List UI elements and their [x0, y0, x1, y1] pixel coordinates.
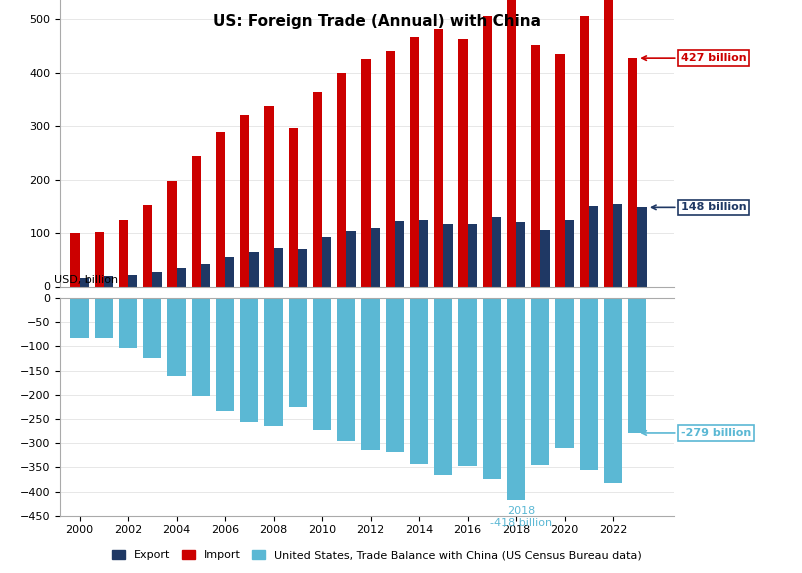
- Bar: [95, 232, 103, 286]
- Bar: [152, 272, 161, 286]
- Bar: [492, 217, 501, 286]
- Bar: [395, 221, 404, 286]
- Bar: [507, 298, 525, 500]
- Text: US: Foreign Trade (Annual) with China: US: Foreign Trade (Annual) with China: [213, 14, 541, 29]
- Text: 2018
-418 billion: 2018 -418 billion: [490, 506, 552, 528]
- Bar: [241, 298, 258, 422]
- Bar: [434, 29, 444, 286]
- Bar: [119, 298, 137, 348]
- Bar: [604, 0, 613, 286]
- Bar: [273, 248, 283, 286]
- Bar: [613, 204, 622, 286]
- Bar: [192, 298, 210, 396]
- Bar: [362, 59, 371, 286]
- Bar: [459, 298, 476, 466]
- Bar: [516, 222, 525, 286]
- Bar: [119, 219, 128, 286]
- Bar: [168, 181, 176, 286]
- Bar: [346, 231, 355, 286]
- Bar: [541, 230, 549, 286]
- Bar: [225, 257, 234, 286]
- Bar: [531, 298, 549, 465]
- Bar: [289, 298, 307, 407]
- Bar: [638, 207, 646, 286]
- Bar: [322, 237, 331, 286]
- Bar: [628, 58, 638, 286]
- Bar: [298, 249, 307, 286]
- Bar: [565, 219, 573, 286]
- Bar: [434, 298, 452, 475]
- Bar: [419, 220, 428, 286]
- Bar: [468, 225, 476, 286]
- Bar: [604, 298, 622, 483]
- Bar: [386, 298, 404, 452]
- Legend: Export, Import, United States, Trade Balance with China (US Census Bureau data): Export, Import, United States, Trade Bal…: [107, 545, 646, 564]
- Bar: [531, 45, 541, 286]
- Text: -279 billion: -279 billion: [642, 428, 751, 438]
- Bar: [507, 0, 516, 286]
- Bar: [168, 298, 185, 376]
- Bar: [265, 298, 282, 426]
- Bar: [95, 298, 113, 338]
- Bar: [589, 206, 598, 286]
- Bar: [200, 264, 210, 286]
- Bar: [143, 205, 152, 286]
- Bar: [386, 51, 395, 286]
- Bar: [128, 274, 137, 286]
- Bar: [555, 54, 565, 286]
- Bar: [410, 298, 428, 464]
- Bar: [580, 298, 598, 470]
- Bar: [289, 128, 298, 286]
- Bar: [249, 252, 258, 286]
- Bar: [556, 298, 573, 448]
- Bar: [444, 225, 452, 286]
- Bar: [144, 298, 161, 358]
- Bar: [313, 92, 322, 286]
- Text: 427 billion: 427 billion: [642, 53, 747, 63]
- Bar: [337, 298, 355, 441]
- Bar: [71, 233, 79, 286]
- Bar: [79, 278, 89, 286]
- Bar: [580, 16, 589, 286]
- Text: USD, billion: USD, billion: [54, 275, 118, 285]
- Bar: [265, 106, 273, 286]
- Bar: [71, 298, 89, 338]
- Bar: [103, 276, 113, 286]
- Bar: [337, 73, 346, 286]
- Bar: [628, 298, 646, 433]
- Bar: [458, 40, 468, 286]
- Bar: [362, 298, 379, 450]
- Bar: [240, 115, 249, 286]
- Bar: [313, 298, 331, 430]
- Bar: [371, 227, 380, 286]
- Bar: [483, 17, 492, 286]
- Bar: [483, 298, 501, 480]
- Bar: [410, 37, 419, 286]
- Bar: [192, 156, 200, 286]
- Bar: [216, 132, 225, 286]
- Bar: [216, 298, 234, 411]
- Text: 148 billion: 148 billion: [652, 202, 747, 213]
- Bar: [176, 268, 186, 286]
